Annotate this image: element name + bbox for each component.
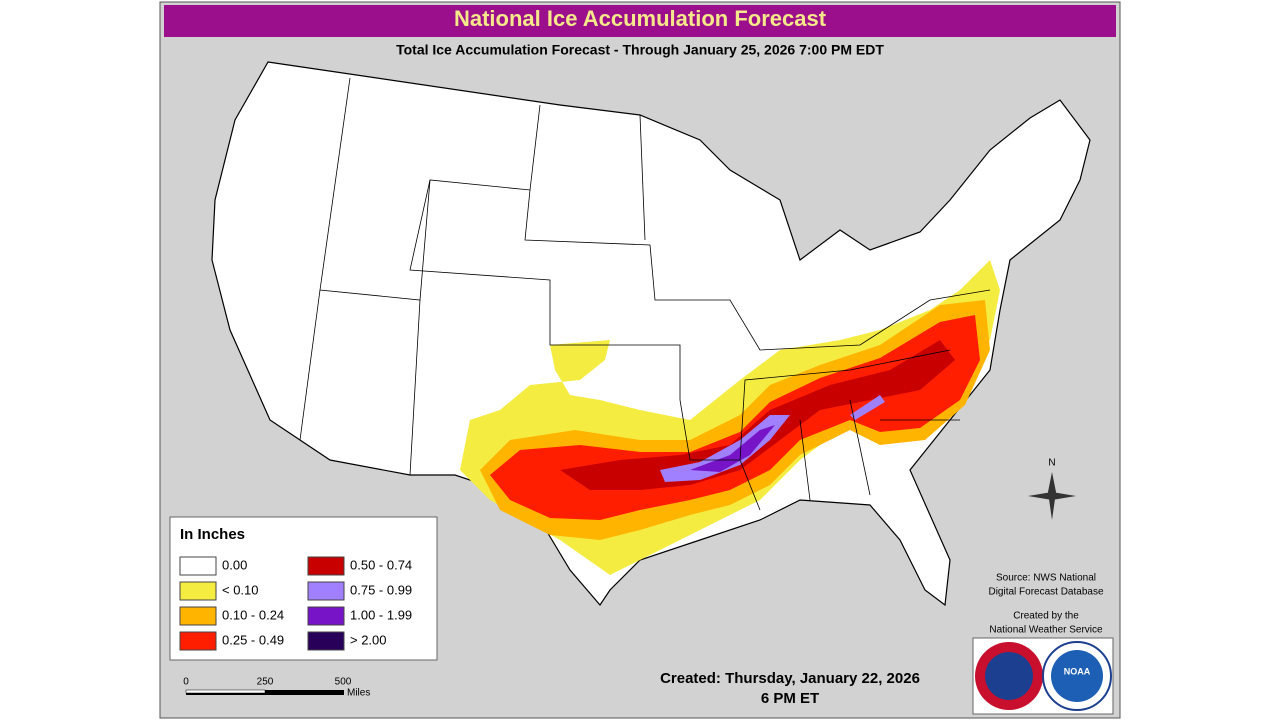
legend-label: < 0.10	[222, 582, 259, 597]
compass-rose	[1028, 472, 1076, 520]
legend-swatch	[179, 556, 217, 576]
title-bar	[164, 5, 1116, 37]
noaa-logo-inner	[1051, 650, 1103, 702]
credit-line: National Weather Service	[989, 625, 1103, 636]
legend-label: > 2.00	[350, 632, 387, 647]
legend-swatch	[179, 581, 217, 601]
scale-bar-segment	[185, 689, 266, 694]
legend-label: 0.25 - 0.49	[222, 632, 284, 647]
legend-label: 0.75 - 0.99	[350, 582, 412, 597]
source-line: Digital Forecast Database	[988, 587, 1103, 598]
legend-swatch	[307, 581, 345, 601]
ice-region	[560, 340, 955, 490]
ice-layer	[460, 260, 1000, 575]
ice-region	[850, 395, 885, 420]
created-line: Created: Thursday, January 22, 2026	[660, 670, 920, 687]
legend-swatch	[307, 631, 345, 651]
legend-label: 0.50 - 0.74	[350, 557, 412, 572]
scale-unit: Miles	[347, 688, 370, 699]
title: National Ice Accumulation Forecast	[454, 6, 827, 31]
us-outline	[211, 61, 1091, 607]
compass-label: N	[1048, 458, 1055, 469]
legend-swatch	[179, 606, 217, 626]
state-lines	[299, 77, 991, 511]
subtitle: Total Ice Accumulation Forecast - Throug…	[396, 42, 884, 58]
logos: NOAA	[972, 637, 1114, 715]
legend-label: 1.00 - 1.99	[350, 607, 412, 622]
noaa-text: NOAA	[1064, 666, 1091, 676]
legend-title: In Inches	[180, 526, 245, 543]
legend-swatch	[179, 631, 217, 651]
legend-label: 0.00	[222, 557, 247, 572]
legend: In Inches 0.00 < 0.10 0.10 - 0.24 0.25 - 0.…	[169, 516, 438, 661]
compass: N	[1028, 458, 1076, 520]
scale-bar: 0 250 500 Miles	[183, 677, 370, 699]
legend-label: 0.10 - 0.24	[222, 607, 284, 622]
scale-tick: 0	[183, 677, 189, 688]
ice-region	[660, 415, 790, 482]
legend-swatch	[307, 556, 345, 576]
source-line: Source: NWS National	[996, 573, 1096, 584]
nws-logo-inner	[985, 652, 1033, 700]
scale-tick: 500	[335, 677, 352, 688]
ice-region	[690, 425, 775, 472]
credit-line: Created by the	[1013, 611, 1079, 622]
legend-swatch	[307, 606, 345, 626]
created-line: 6 PM ET	[761, 690, 819, 707]
scale-tick: 250	[257, 677, 274, 688]
